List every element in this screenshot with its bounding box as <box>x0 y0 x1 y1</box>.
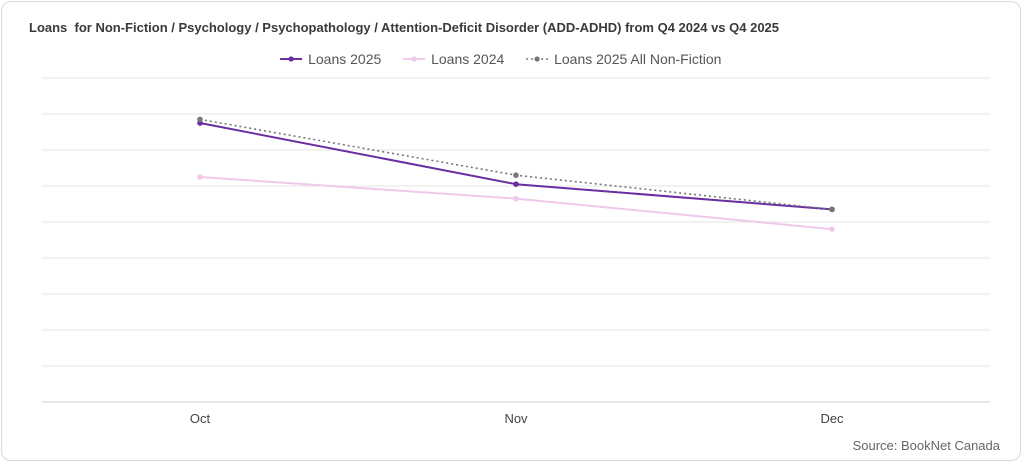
data-point[interactable] <box>829 206 835 213</box>
series-2 <box>197 116 835 213</box>
data-point[interactable] <box>513 181 519 187</box>
x-tick-label: Nov <box>504 411 528 426</box>
legend-item-0[interactable]: Loans 2025 <box>280 51 381 67</box>
data-point[interactable] <box>197 116 203 123</box>
data-point[interactable] <box>197 174 203 180</box>
data-point[interactable] <box>829 226 835 232</box>
data-point[interactable] <box>513 195 519 202</box>
legend-item-2[interactable]: Loans 2025 All Non-Fiction <box>526 51 721 67</box>
legend-item-1[interactable]: Loans 2024 <box>403 51 504 67</box>
legend-marker <box>534 56 540 62</box>
legend-label: Loans 2025 <box>308 51 381 67</box>
legend[interactable]: Loans 2025 Loans 2024 Loans 2025 All Non-F… <box>280 51 721 67</box>
legend-marker <box>288 56 294 62</box>
source-note: Source: BookNet Canada <box>852 438 1000 453</box>
series-layer <box>197 116 835 232</box>
data-point[interactable] <box>513 172 519 178</box>
legend-label: Loans 2025 All Non-Fiction <box>554 51 721 67</box>
legend-label: Loans 2024 <box>431 51 504 67</box>
x-tick-label: Oct <box>190 411 211 426</box>
gridlines <box>42 77 990 403</box>
chart-title: Loans for Non-Fiction / Psychology / Psy… <box>29 20 780 35</box>
x-axis-ticks: Oct Nov Dec <box>190 411 844 426</box>
legend-marker <box>411 56 417 62</box>
x-tick-label: Dec <box>820 411 844 426</box>
series-1 <box>197 174 835 232</box>
